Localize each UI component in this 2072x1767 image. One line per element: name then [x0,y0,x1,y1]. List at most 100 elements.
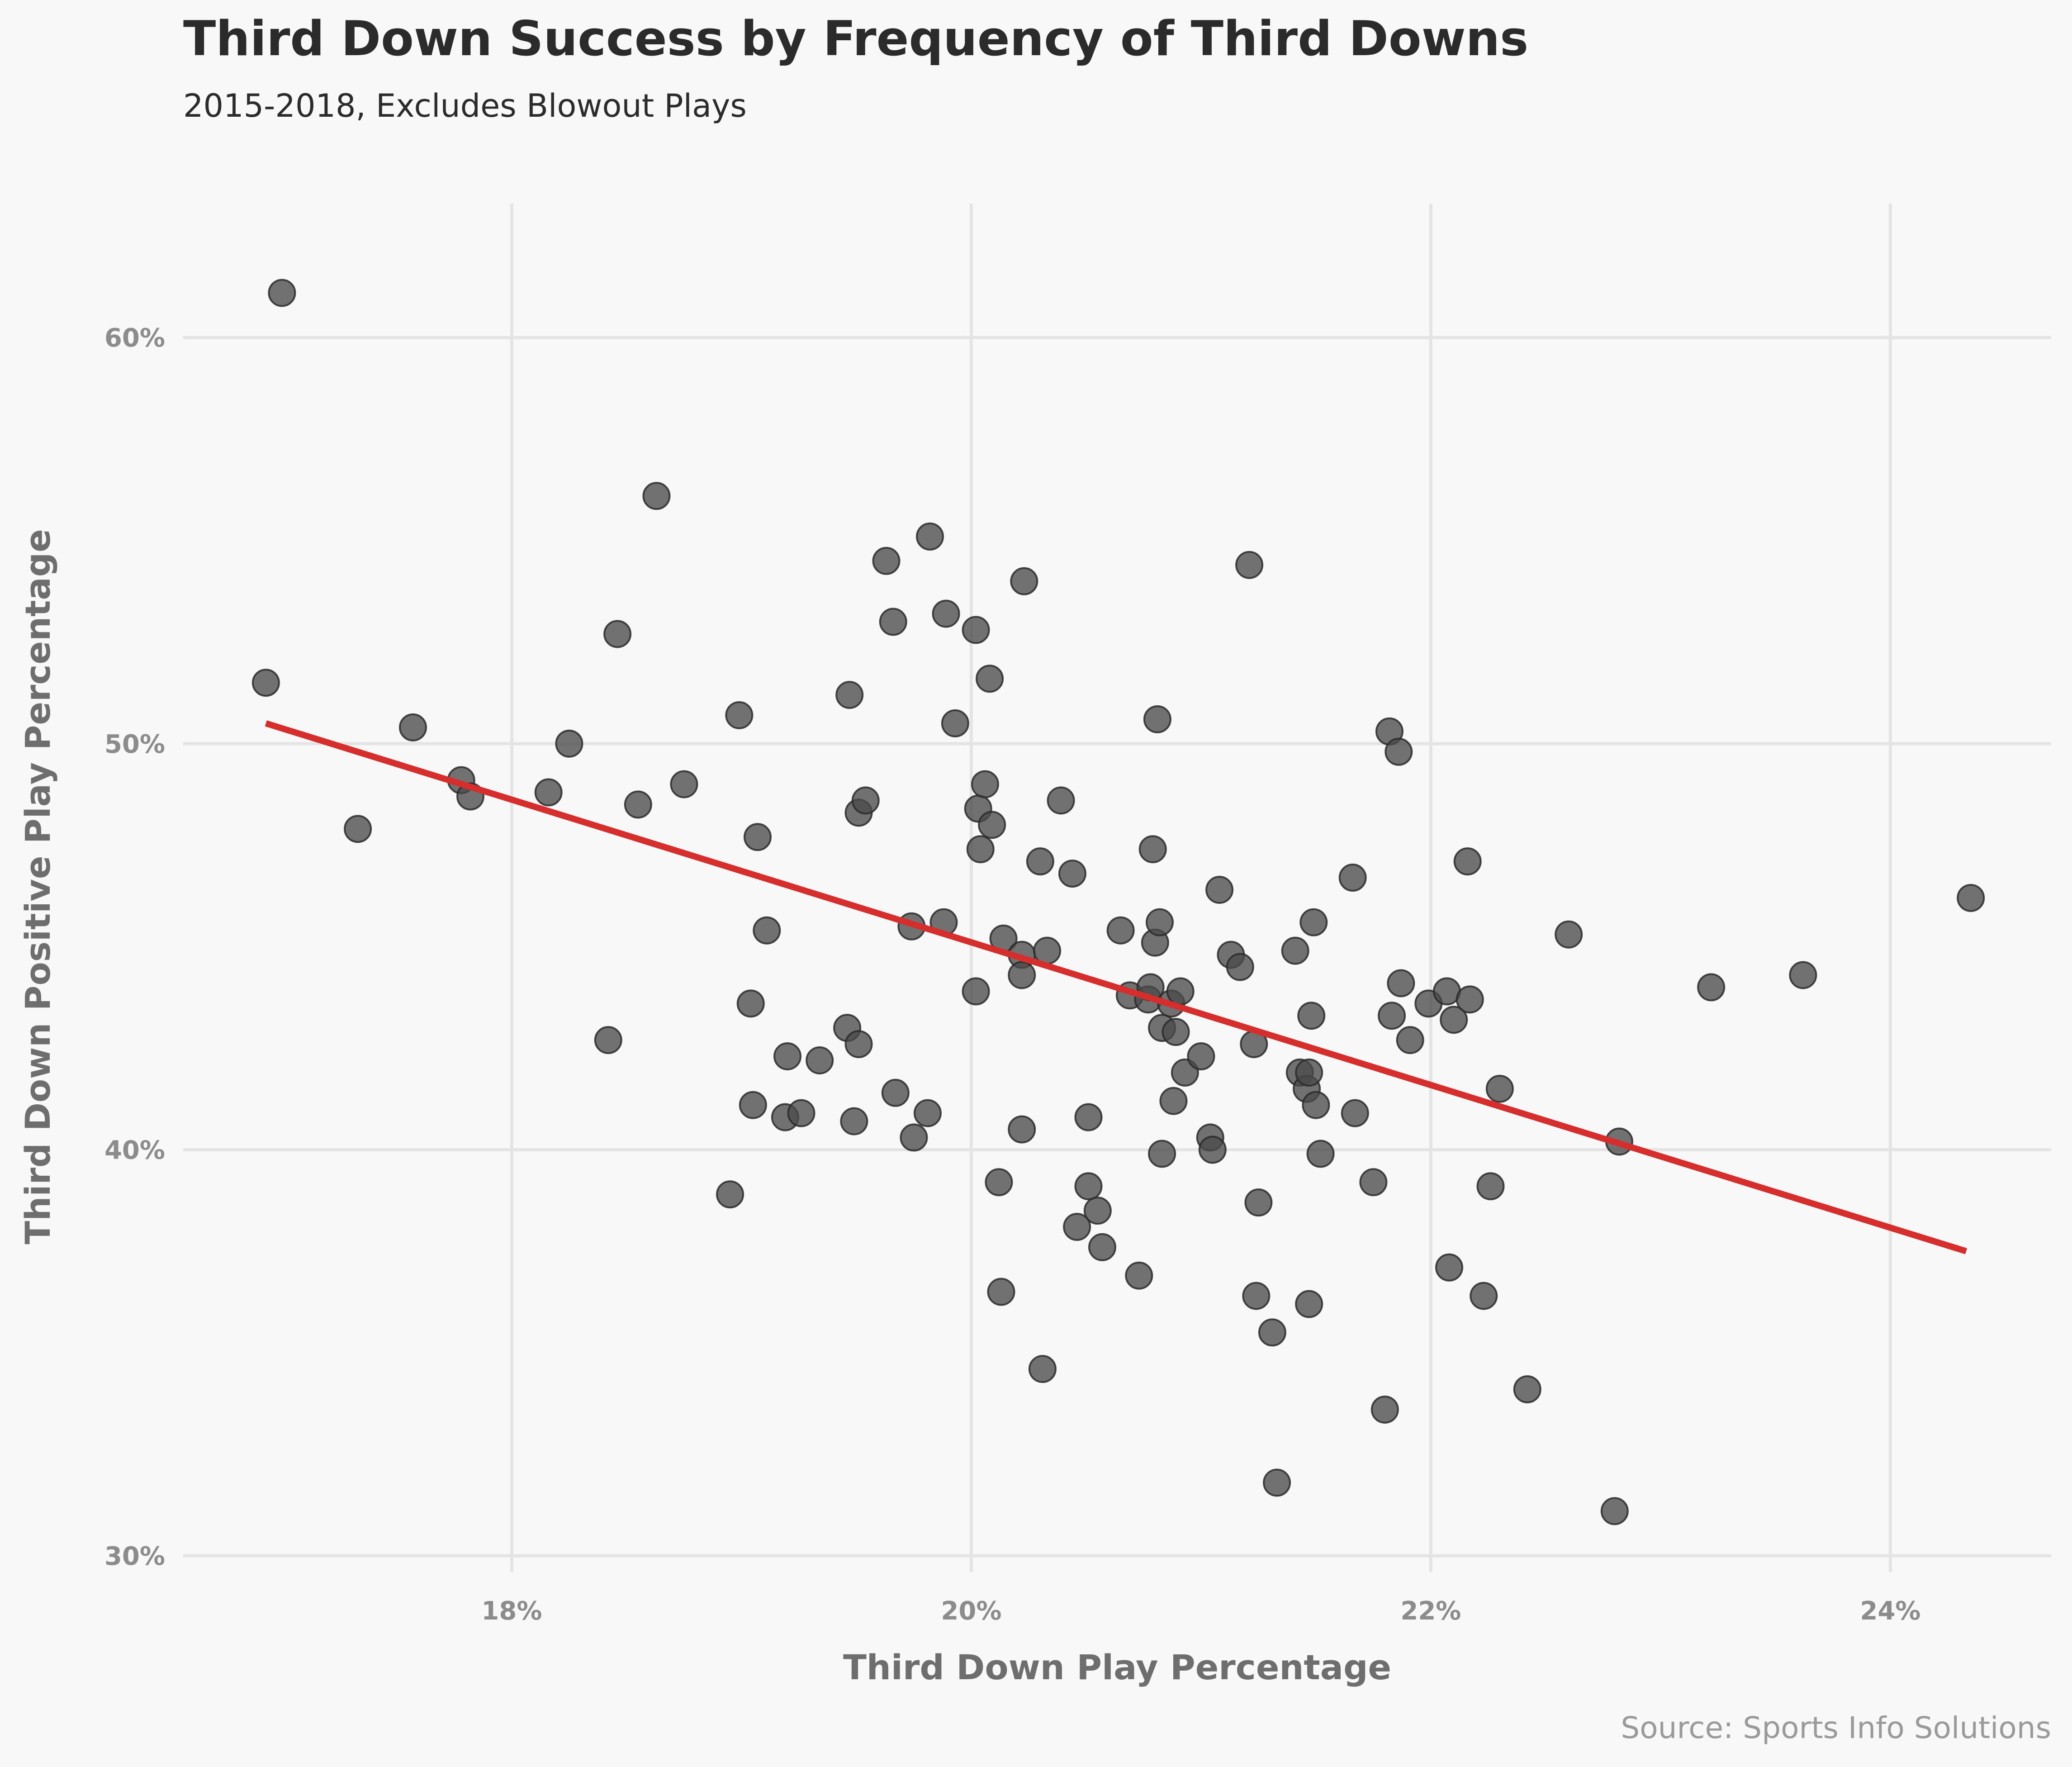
data-point [1263,1468,1291,1497]
data-points [251,279,1985,1525]
y-axis-title: Third Down Positive Play Percentage [18,529,58,1244]
data-point [1138,835,1167,864]
data-point [1476,1172,1505,1201]
x-tick-label: 18% [481,1596,542,1626]
data-point [268,279,296,307]
data-point [1378,1002,1406,1030]
data-point [915,522,944,551]
data-point [534,778,563,807]
data-point [1226,953,1254,981]
data-point [787,1099,816,1127]
data-point [966,835,995,864]
data-point [736,989,765,1018]
data-point [806,1046,834,1074]
x-tick-label: 20% [941,1596,1001,1626]
data-point [962,977,990,1006]
data-point [978,811,1006,839]
data-point [1008,961,1036,989]
data-point [1074,1172,1103,1201]
data-point [743,823,772,851]
data-point [932,599,960,628]
data-point [1148,1140,1176,1168]
data-point [1281,936,1309,965]
data-point [1162,1018,1190,1046]
data-point [1028,1355,1057,1383]
data-point [941,709,969,737]
data-point [1295,1290,1323,1318]
data-point [851,786,880,815]
data-point [1384,737,1413,766]
data-point [1159,1087,1188,1115]
data-point [1600,1497,1629,1525]
y-tick-label: 50% [104,730,165,759]
data-point [1789,961,1817,989]
data-point [844,1030,873,1059]
data-point [1453,847,1482,876]
data-point [1205,875,1234,904]
grid-lines [183,204,2051,1572]
data-point [1341,1099,1369,1127]
chart-title: Third Down Success by Frequency of Third… [183,11,1528,66]
y-tick-label: 60% [104,323,165,353]
x-tick-label: 22% [1400,1596,1461,1626]
data-point [251,669,280,697]
data-point [1697,973,1726,1002]
data-point [1302,1091,1330,1119]
trend-line [265,720,1968,1254]
data-point [1435,1253,1464,1282]
data-point [1295,1058,1323,1087]
data-point [624,790,652,819]
x-tick-label: 24% [1860,1596,1920,1626]
data-point [1387,969,1415,998]
x-axis-ticks: 18% 20% 22% 24% [481,1596,1920,1626]
data-point [1166,977,1195,1006]
data-point [739,1091,767,1119]
data-point [1244,1188,1273,1217]
data-point [840,1107,868,1135]
data-point [1083,1197,1112,1225]
data-point [1306,1140,1335,1168]
data-point [1359,1168,1388,1197]
data-point [1470,1282,1498,1310]
data-point [1338,864,1367,892]
data-point [1125,1261,1153,1290]
data-point [1485,1074,1514,1103]
data-point [1440,1006,1468,1034]
data-point [603,620,632,648]
data-point [1026,847,1054,876]
data-point [962,616,990,644]
data-point [913,1099,942,1127]
data-point [1258,1318,1286,1347]
data-point [1242,1282,1271,1310]
data-point [716,1180,744,1209]
data-point [985,1168,1013,1197]
data-point [976,665,1004,693]
data-point [1074,1103,1103,1131]
data-point [971,770,999,798]
data-point [1297,1002,1326,1030]
chart-subtitle: 2015-2018, Excludes Blowout Plays [183,87,747,124]
data-point [987,1278,1015,1306]
data-point [1008,1115,1036,1144]
data-point [1047,786,1075,815]
y-tick-label: 30% [104,1542,165,1571]
data-point [594,1026,622,1054]
y-tick-label: 40% [104,1135,165,1165]
data-point [872,546,901,575]
data-point [1456,985,1484,1014]
data-point [773,1042,802,1071]
data-point [1010,567,1038,595]
data-point [1957,884,1985,912]
data-point [1396,1026,1424,1054]
data-point [879,608,907,636]
data-point [344,815,372,843]
data-point [642,482,671,510]
data-point [725,701,754,730]
source-caption: Source: Sports Info Solutions [1621,1710,2051,1745]
data-point [1555,920,1583,949]
data-point [753,916,781,945]
data-point [1143,705,1171,733]
y-axis-ticks: 30% 40% 50% 60% [104,323,165,1571]
